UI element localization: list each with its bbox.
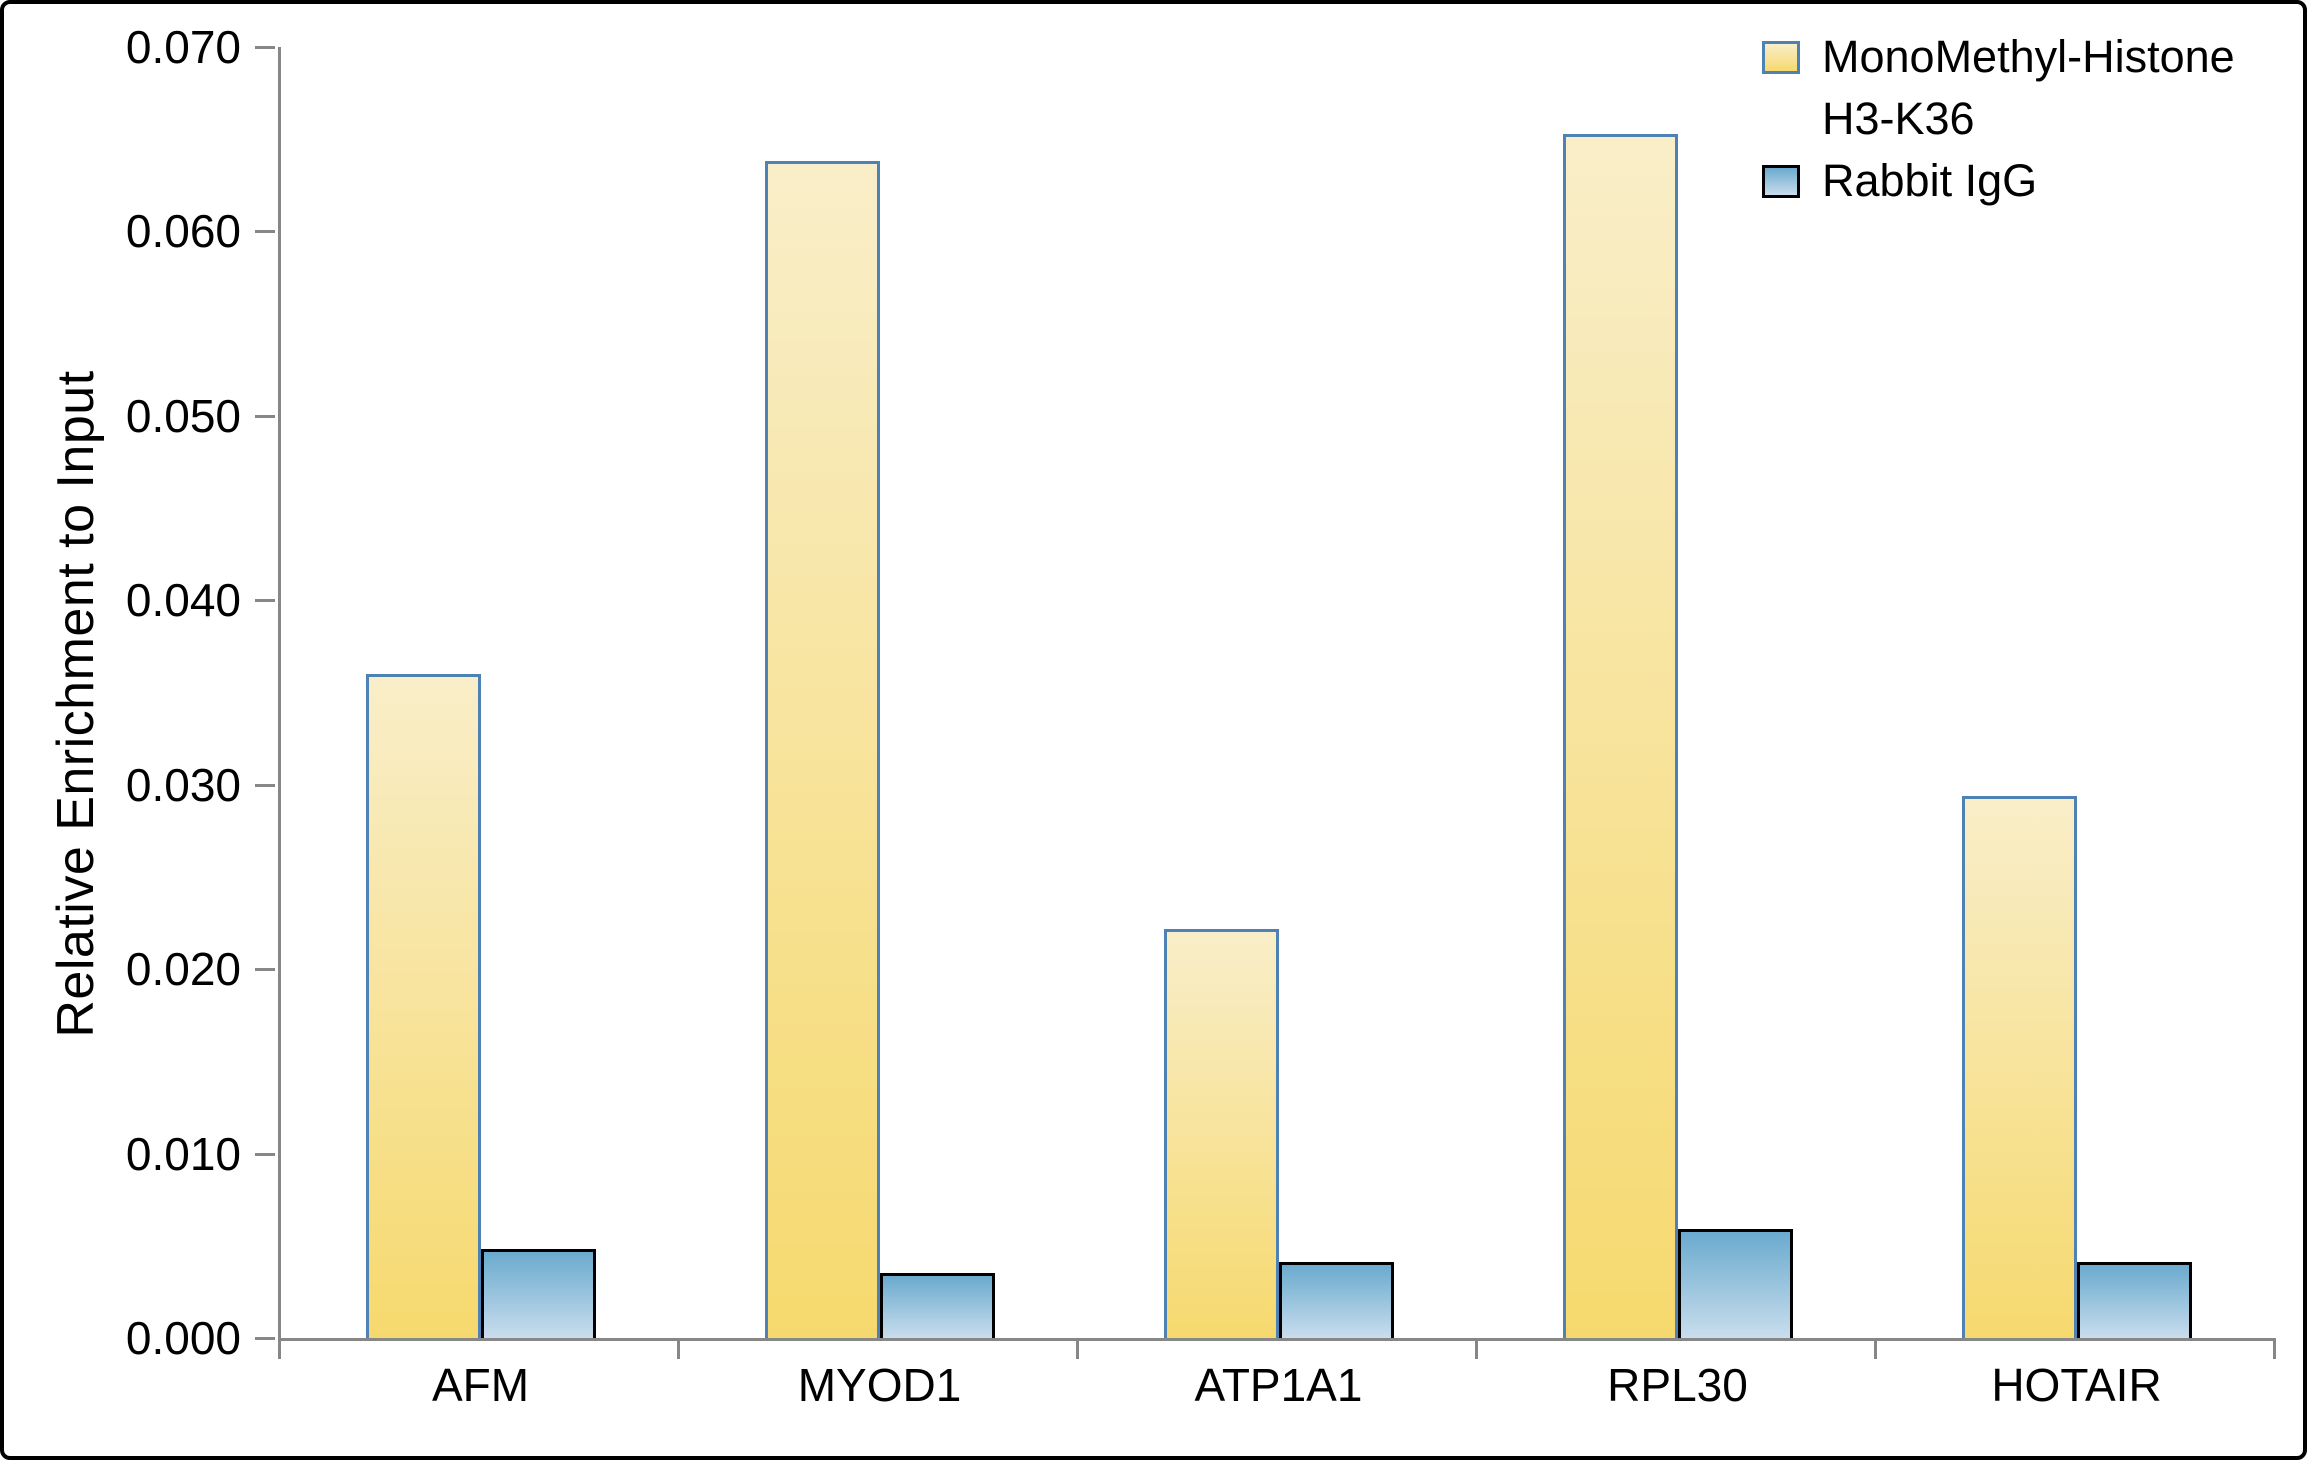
bar-series1-rpl30 [1562,133,1678,1338]
y-axis-foot [278,1338,281,1359]
y-tick-label: 0.070 [125,21,241,73]
legend-swatch-series1 [1762,41,1800,74]
category-label-myod1: MYOD1 [797,1359,962,1411]
y-axis-tick [255,1152,275,1156]
bar-series2-hotair [2076,1262,2192,1338]
bar-series1-afm [365,674,481,1338]
y-tick-label: 0.010 [125,1127,241,1180]
bar-series2-afm [480,1249,596,1338]
x-axis-separator [1874,1338,1877,1359]
y-tick-label: 0.040 [125,574,241,627]
legend-label-series1-line2: H3-K36 [1822,93,1975,144]
category-label-rpl30: RPL30 [1607,1359,1748,1411]
legend-swatch-series2 [1762,165,1800,198]
y-axis-tick [255,1337,275,1340]
legend-label-series1: MonoMethyl-Histone H3-K36 [1822,26,2235,150]
legend-item-monomethyl-histone-h3-k36: MonoMethyl-Histone H3-K36 [1762,26,2235,150]
bar-series2-myod1 [879,1273,995,1338]
bar-series2-rpl30 [1677,1229,1793,1338]
y-axis-title: Relative Enrichment to Input [47,370,105,1038]
y-tick-label: 0.030 [125,758,241,811]
bar-series2-atp1a1 [1278,1262,1394,1338]
legend-label-series2-line1: Rabbit IgG [1822,155,2038,206]
bar-group-hotair [1877,47,2276,1338]
category-label-atp1a1: ATP1A1 [1194,1359,1363,1411]
bar-series1-atp1a1 [1163,928,1279,1338]
bar-group-rpl30 [1478,47,1877,1338]
legend: MonoMethyl-Histone H3-K36 Rabbit IgG [1762,26,2235,212]
bar-series1-myod1 [764,161,880,1338]
y-tick-label: 0.000 [125,1312,241,1364]
bar-group-afm [281,47,680,1338]
legend-label-series1-line1: MonoMethyl-Histone [1822,31,2235,82]
category-label-hotair: HOTAIR [1991,1359,2162,1411]
bar-group-myod1 [680,47,1079,1338]
x-axis-separator [1475,1338,1478,1359]
bar-series1-hotair [1961,795,2077,1338]
y-tick-label: 0.050 [125,389,241,442]
y-axis-tick [255,968,275,972]
y-tick-label: 0.020 [125,943,241,996]
y-axis-tick [255,599,275,603]
x-axis-separator [2273,1338,2276,1359]
y-axis-tick [255,783,275,787]
x-axis-separator [677,1338,680,1359]
y-axis-tick [255,414,275,418]
plot-area: AFM MYOD1 ATP1A1 RPL30 HOTAIR 0.000 0.010 0.02… [126,24,2276,1410]
y-tick-label: 0.060 [125,205,241,258]
x-axis-separator [1076,1338,1079,1359]
legend-label-series2: Rabbit IgG [1822,150,2037,212]
category-label-afm: AFM [431,1359,530,1411]
x-axis-category-row: AFM MYOD1 ATP1A1 RPL30 HOTAIR [281,1360,2276,1411]
y-axis-tick [255,230,275,234]
y-axis-tick [255,46,275,49]
bar-group-atp1a1 [1079,47,1478,1338]
legend-item-rabbit-igg: Rabbit IgG [1762,150,2235,212]
